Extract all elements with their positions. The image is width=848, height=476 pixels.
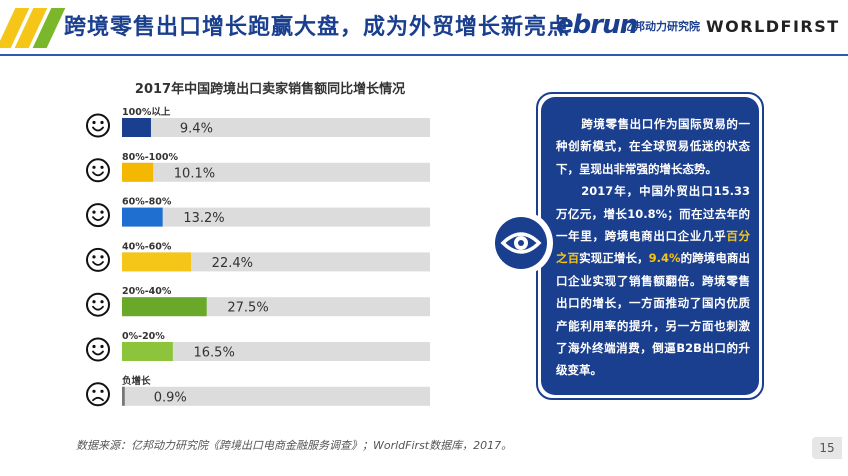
icon-eye-left [92,255,96,259]
icon-mouth [92,305,104,311]
insight-highlight-2: 9.4% [648,251,681,266]
icon-eye-left [92,120,96,125]
page-number: 15 [812,437,842,459]
header-divider [0,54,848,56]
category-label: 100%以上 [122,106,171,118]
value-label: 9.4% [180,122,213,137]
insight-panel [541,97,759,395]
category-label: 负增长 [122,375,151,387]
bar [122,162,154,182]
bar-track [122,342,430,361]
smile-icon [86,337,110,362]
icon-mouth [92,396,104,402]
source-note: 数据来源：亿邦动力研究院《跨境出口电商金融服务调查》；WorldFirst数据库… [76,439,513,452]
value-label: 0.9% [154,390,187,405]
icon-eye-right [100,389,104,393]
icon-mouth [92,350,104,356]
ebrun-logo-subtitle: 亿邦动力研究院 [623,20,700,33]
bar-track [122,162,430,182]
smile-icon [86,247,110,272]
smile-icon [86,203,110,228]
icon-eye-right [100,165,104,169]
icon-eye-left [92,165,96,169]
sad-icon [86,382,110,407]
smile-icon [86,292,110,317]
category-label: 20%-40% [122,286,172,297]
value-label: 16.5% [194,346,235,361]
category-label: 80%-100% [122,152,179,163]
insight-paragraph-2: 2017年，中国外贸出口15.33万亿元，增长10.8%；而在过去年的一年里，跨… [556,180,750,382]
smile-icon [86,158,110,183]
insight-paragraph-1: 跨境零售出口作为国际贸易的一种创新模式，在全球贸易低迷的状态下，呈现出非常强的增… [556,117,750,176]
insight-highlight-1: 百分之百 [556,229,751,266]
value-label: 10.1% [174,166,215,181]
insight-text: 跨境零售出口作为国际贸易的一种创新模式，在全球贸易低迷的状态下，呈现出非常强的增… [556,113,750,382]
smile-icon [86,113,110,138]
icon-eye-right [100,210,104,214]
icon-eye-left [92,389,96,393]
page-title: 跨境零售出口增长跑赢大盘，成为外贸增长新亮点 [64,15,571,40]
bar-track [122,386,430,406]
icon-mouth [92,261,104,266]
eye-icon [495,217,547,269]
icon-eye-right [100,300,104,304]
icon-mouth [92,216,104,221]
header: 跨境零售出口增长跑赢大盘，成为外贸增长新亮点 ebrun 亿邦动力研究院 WOR… [0,0,848,56]
icon-eye-right [100,120,104,125]
bar-track [122,252,430,272]
icon-eye-right [100,344,104,349]
worldfirst-logo: WORLDFIRST [706,17,840,36]
bar [122,342,173,361]
eye-icon-svg [500,232,542,254]
bar [122,252,191,272]
bar-track [122,207,430,227]
ebrun-logo: ebrun [556,10,638,40]
icon-mouth [92,126,104,132]
value-label: 22.4% [212,256,253,271]
icon-eye-right [100,255,104,259]
category-label: 60%-80% [122,197,172,208]
icon-eye-left [92,344,96,349]
icon-eye-left [92,210,96,214]
bar [122,207,163,227]
category-label: 0%-20% [122,331,165,342]
icon-mouth [92,171,104,177]
insight-text-b: 实现正增长， [579,251,649,266]
bar-track [122,118,430,137]
bar [122,297,207,317]
icon-eye-left [92,300,96,304]
category-label: 40%-60% [122,241,172,252]
bar [122,118,151,137]
bar [122,386,125,406]
insight-text-c: 的跨境电商出口企业实现了销售额翻倍。跨境零售出口的增长，一方面推动了国内优质产能… [556,251,750,378]
value-label: 13.2% [183,211,224,226]
insight-text-a: 2017年，中国外贸出口15.33万亿元，增长10.8%；而在过去年的一年里，跨… [556,184,750,244]
value-label: 27.5% [227,301,268,316]
chart-title: 2017年中国跨境出口卖家销售额同比增长情况 [134,82,406,97]
